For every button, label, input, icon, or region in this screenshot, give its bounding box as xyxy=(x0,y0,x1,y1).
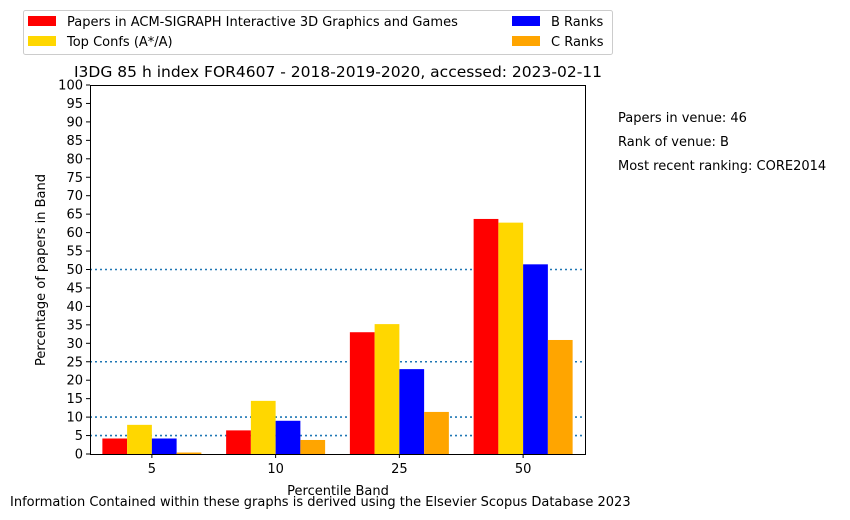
y-tick-label: 80 xyxy=(66,152,83,167)
bar-series1-cat0 xyxy=(127,424,152,454)
y-tick-label: 15 xyxy=(66,392,83,407)
bar-series1-cat3 xyxy=(498,222,524,454)
bar-series2-cat2 xyxy=(399,369,425,454)
y-axis-label: Percentage of papers in Band xyxy=(34,174,49,366)
y-tick-label: 5 xyxy=(75,429,83,444)
bar-series2-cat1 xyxy=(275,420,301,454)
papers-in-venue-note: Papers in venue: 46 xyxy=(618,111,747,126)
bar-series3-cat0 xyxy=(176,452,202,454)
y-tick-label: 55 xyxy=(66,245,83,260)
y-tick-label: 100 xyxy=(58,79,83,94)
y-tick-label: 60 xyxy=(66,226,83,241)
y-tick-label: 20 xyxy=(66,374,83,389)
y-tick-label: 35 xyxy=(66,318,83,333)
y-tick-label: 50 xyxy=(66,263,83,278)
y-tick-label: 0 xyxy=(75,448,83,463)
y-tick-label: 10 xyxy=(66,411,83,426)
x-tick-label: 50 xyxy=(515,462,532,477)
bar-series3-cat3 xyxy=(547,339,573,454)
bar-series1-cat2 xyxy=(374,324,400,454)
y-tick-label: 30 xyxy=(66,337,83,352)
y-tick-label: 70 xyxy=(66,189,83,204)
legend-label-3: C Ranks xyxy=(551,35,604,50)
y-tick-label: 75 xyxy=(66,171,83,186)
bar-series0-cat3 xyxy=(473,218,499,454)
legend-swatch-2 xyxy=(512,16,540,26)
bar-series0-cat1 xyxy=(226,430,251,454)
legend-label-1: Top Confs (A*/A) xyxy=(66,35,173,50)
y-tick-label: 65 xyxy=(66,208,83,223)
y-tick-label: 40 xyxy=(66,300,83,315)
bar-series0-cat2 xyxy=(349,332,375,454)
chart-title: I3DG 85 h index FOR4607 - 2018-2019-2020… xyxy=(74,63,602,81)
legend: Papers in ACM-SIGRAPH Interactive 3D Gra… xyxy=(23,10,613,55)
legend-label-0: Papers in ACM-SIGRAPH Interactive 3D Gra… xyxy=(67,15,458,30)
legend-swatch-3 xyxy=(512,36,540,46)
y-axis: 0 5 10 15 20 25 30 35 40 45 50 55 60 65 70 75 80 85 90 95 10… xyxy=(58,79,90,463)
plot-frame xyxy=(90,85,586,455)
x-tick-label: 10 xyxy=(267,462,284,477)
x-tick-label: 25 xyxy=(391,462,408,477)
legend-swatch-0 xyxy=(28,16,56,26)
y-tick-label: 95 xyxy=(66,97,83,112)
rank-of-venue-note: Rank of venue: B xyxy=(618,135,729,150)
legend-label-2: B Ranks xyxy=(551,15,604,30)
x-axis: 5 10 25 50 xyxy=(148,454,532,477)
y-tick-label: 90 xyxy=(66,115,83,130)
data-source-footer: Information Contained within these graph… xyxy=(10,495,631,510)
x-tick-label: 5 xyxy=(148,462,156,477)
y-tick-label: 25 xyxy=(66,355,83,370)
y-tick-label: 45 xyxy=(66,281,83,296)
bar-series1-cat1 xyxy=(250,400,276,454)
y-tick-label: 85 xyxy=(66,134,83,149)
x-axis-label: Percentile Band xyxy=(287,484,389,499)
bar-series2-cat0 xyxy=(151,438,177,454)
bar-series3-cat1 xyxy=(300,439,326,454)
legend-frame xyxy=(23,10,613,55)
legend-swatch-1 xyxy=(28,36,56,46)
bar-series0-cat0 xyxy=(102,438,128,454)
bar-series2-cat3 xyxy=(523,264,548,454)
most-recent-ranking-note: Most recent ranking: CORE2014 xyxy=(618,159,827,174)
bar-series3-cat2 xyxy=(424,411,449,454)
